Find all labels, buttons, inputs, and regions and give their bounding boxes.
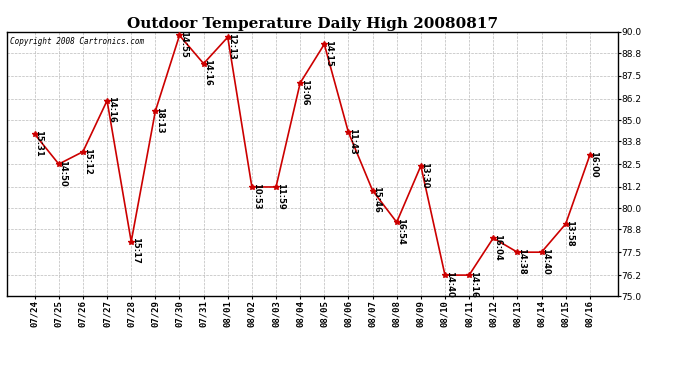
Text: 11:43: 11:43: [348, 128, 357, 155]
Text: 10:53: 10:53: [252, 183, 261, 209]
Text: 18:13: 18:13: [155, 107, 164, 134]
Title: Outdoor Temperature Daily High 20080817: Outdoor Temperature Daily High 20080817: [127, 17, 497, 31]
Text: 15:12: 15:12: [83, 147, 92, 174]
Text: 14:38: 14:38: [517, 248, 526, 274]
Text: 14:16: 14:16: [107, 96, 116, 123]
Text: 14:16: 14:16: [204, 59, 213, 86]
Text: 15:46: 15:46: [372, 186, 382, 213]
Text: 14:40: 14:40: [444, 271, 453, 298]
Text: 13:58: 13:58: [565, 220, 574, 246]
Text: 13:30: 13:30: [420, 162, 429, 188]
Text: 14:16: 14:16: [469, 271, 477, 298]
Text: 14:50: 14:50: [59, 160, 68, 187]
Text: 12:13: 12:13: [228, 33, 237, 60]
Text: 16:04: 16:04: [493, 234, 502, 261]
Text: 14:40: 14:40: [541, 248, 550, 275]
Text: 16:00: 16:00: [589, 151, 598, 178]
Text: 15:31: 15:31: [34, 130, 43, 157]
Text: Copyright 2008 Cartronics.com: Copyright 2008 Cartronics.com: [10, 37, 144, 46]
Text: 14:15: 14:15: [324, 40, 333, 67]
Text: 16:54: 16:54: [396, 218, 405, 245]
Text: 11:59: 11:59: [276, 183, 285, 210]
Text: 15:17: 15:17: [131, 237, 140, 264]
Text: 13:06: 13:06: [300, 79, 309, 105]
Text: 14:55: 14:55: [179, 31, 188, 58]
